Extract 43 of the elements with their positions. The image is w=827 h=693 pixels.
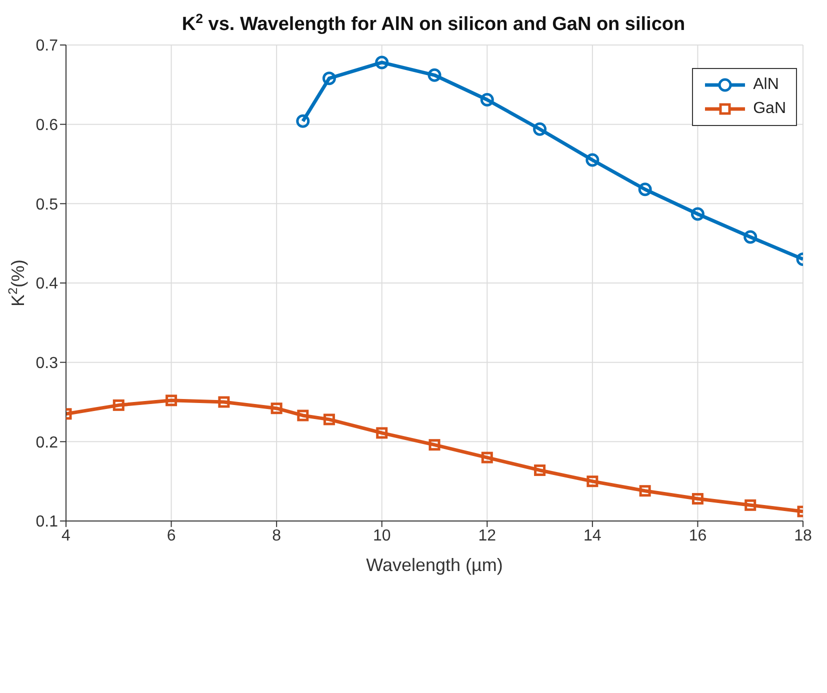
point xyxy=(166,394,178,406)
point xyxy=(586,153,600,167)
point xyxy=(692,493,704,505)
point xyxy=(323,414,335,426)
y-tick-label: 0.5 xyxy=(36,196,58,214)
point xyxy=(534,464,546,476)
point xyxy=(428,68,442,82)
x-tick-label: 18 xyxy=(794,527,812,544)
point xyxy=(744,230,758,244)
x-tick-label: 12 xyxy=(478,527,496,544)
x-tick-label: 10 xyxy=(372,527,391,544)
x-axis-title: Wavelength (µm) xyxy=(366,555,503,575)
y-tick-label: 0.6 xyxy=(36,117,58,134)
point xyxy=(533,122,547,136)
point xyxy=(270,402,282,414)
point xyxy=(690,207,704,221)
point xyxy=(481,452,493,464)
x-tick-label: 16 xyxy=(688,527,707,544)
y-tick-label: 0.4 xyxy=(36,276,58,293)
point xyxy=(376,427,388,439)
point xyxy=(112,399,124,411)
point xyxy=(375,56,389,70)
x-tick-label: 6 xyxy=(166,527,176,544)
legend-label: AlN xyxy=(753,75,779,95)
point xyxy=(428,439,440,451)
x-tick-label: 8 xyxy=(272,527,282,544)
point xyxy=(218,396,230,408)
point xyxy=(297,410,309,422)
point xyxy=(322,72,336,86)
point xyxy=(480,92,494,106)
y-tick-label: 0.2 xyxy=(36,434,58,452)
legend-label: GaN xyxy=(753,99,786,119)
point xyxy=(744,499,756,511)
point xyxy=(638,182,652,196)
y-tick-label: 0.7 xyxy=(36,38,58,55)
x-tick-label: 14 xyxy=(584,527,602,544)
point xyxy=(586,476,598,488)
point xyxy=(296,114,310,128)
chart-title: K$^{2}$ vs. Wavelength for AlN on silicon and GaN on silicon xyxy=(182,10,686,35)
x-tick-label: 4 xyxy=(62,527,71,544)
point xyxy=(639,485,651,497)
y-tick-label: 0.3 xyxy=(36,355,58,372)
y-tick-label: 0.1 xyxy=(36,514,58,531)
